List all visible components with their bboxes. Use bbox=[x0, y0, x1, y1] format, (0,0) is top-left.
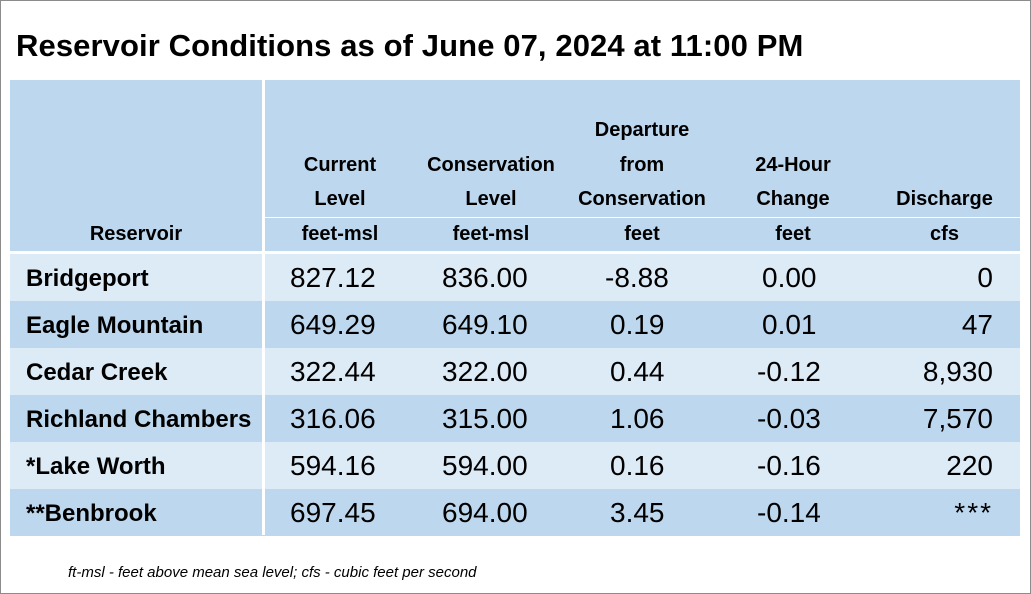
departure-value: 3.45 bbox=[610, 497, 665, 528]
header-line: Level bbox=[465, 188, 517, 210]
footnote: ft-msl - feet above mean sea level; cfs … bbox=[68, 564, 477, 581]
table-row: *Lake Worth 594.16 594.00 0.16 -0.16 220 bbox=[10, 442, 1020, 489]
reservoir-name: Bridgeport bbox=[26, 265, 149, 292]
header-line: Departure bbox=[594, 119, 690, 141]
table-row: Eagle Mountain 649.29 649.10 0.19 0.01 4… bbox=[10, 301, 1020, 348]
header-line: feet bbox=[624, 222, 660, 245]
header-reservoir-text: Reservoir bbox=[10, 217, 262, 252]
header-line: Reservoir bbox=[89, 222, 183, 245]
table-row: Richland Chambers 316.06 315.00 1.06 -0.… bbox=[10, 395, 1020, 442]
header-line: feet-msl bbox=[301, 222, 379, 245]
reservoir-name: **Benbrook bbox=[26, 500, 157, 527]
current-level-value: 594.16 bbox=[290, 450, 376, 481]
header-line: Change bbox=[756, 188, 830, 210]
header-line: feet-msl bbox=[452, 222, 530, 245]
change-value: 0.01 bbox=[762, 309, 817, 340]
table-row: Bridgeport 827.12 836.00 -8.88 0.00 0 bbox=[10, 254, 1020, 301]
reservoir-name: *Lake Worth bbox=[26, 453, 166, 480]
conservation-level-value: 315.00 bbox=[442, 403, 528, 434]
departure-value: 0.16 bbox=[610, 450, 665, 481]
current-level-value: 827.12 bbox=[290, 262, 376, 293]
table-row: Cedar Creek 322.44 322.00 0.44 -0.12 8,9… bbox=[10, 348, 1020, 395]
change-value: -0.14 bbox=[757, 497, 821, 528]
discharge-value: 220 bbox=[946, 450, 993, 481]
header-discharge: Discharge cfs bbox=[869, 80, 1020, 251]
departure-value: 0.19 bbox=[610, 309, 665, 340]
conservation-level-value: 322.00 bbox=[442, 356, 528, 387]
header-24hour-change-text: 24-Hour Change feet bbox=[717, 148, 869, 252]
header-line: Discharge bbox=[896, 188, 993, 210]
departure-value: 1.06 bbox=[610, 403, 665, 434]
discharge-value: 7,570 bbox=[922, 403, 993, 434]
page-title: Reservoir Conditions as of June 07, 2024… bbox=[16, 28, 804, 63]
reservoir-name: Richland Chambers bbox=[26, 406, 252, 433]
current-level-value: 322.44 bbox=[290, 356, 376, 387]
header-departure-text: Departure from Conservation feet bbox=[567, 113, 717, 251]
table-row: **Benbrook 697.45 694.00 3.45 -0.14 *** bbox=[10, 489, 1020, 536]
departure-value: 0.44 bbox=[610, 356, 665, 387]
discharge-value: 47 bbox=[961, 309, 993, 340]
header-line: Current bbox=[303, 153, 377, 176]
row-divider bbox=[10, 251, 1020, 254]
discharge-value: *** bbox=[954, 497, 993, 528]
change-value: 0.00 bbox=[762, 262, 817, 293]
current-level-value: 316.06 bbox=[290, 403, 376, 434]
header-line: cfs bbox=[930, 222, 959, 245]
change-value: -0.03 bbox=[757, 403, 821, 434]
change-value: -0.16 bbox=[757, 450, 821, 481]
discharge-value: 0 bbox=[977, 262, 993, 293]
header-discharge-text: Discharge cfs bbox=[869, 182, 1020, 251]
header-current-level-text: Current Level feet-msl bbox=[265, 148, 415, 252]
header-line: Conservation bbox=[578, 188, 706, 210]
reservoir-name: Cedar Creek bbox=[26, 359, 168, 386]
reservoir-name: Eagle Mountain bbox=[26, 312, 204, 339]
column-divider bbox=[262, 80, 265, 535]
conservation-level-value: 649.10 bbox=[442, 309, 528, 340]
conservation-level-value: 694.00 bbox=[442, 497, 528, 528]
header-conservation-level: Conservation Level feet-msl bbox=[415, 80, 567, 251]
header-line: from bbox=[619, 153, 665, 176]
header-line: feet bbox=[775, 222, 811, 245]
header-conservation-level-text: Conservation Level feet-msl bbox=[415, 148, 567, 252]
current-level-value: 649.29 bbox=[290, 309, 376, 340]
departure-value: -8.88 bbox=[605, 262, 669, 293]
change-value: -0.12 bbox=[757, 356, 821, 387]
header-current-level: Current Level feet-msl bbox=[265, 80, 415, 251]
header-departure: Departure from Conservation feet bbox=[567, 80, 717, 251]
conservation-level-value: 836.00 bbox=[442, 262, 528, 293]
discharge-value: 8,930 bbox=[922, 356, 993, 387]
header-24hour-change: 24-Hour Change feet bbox=[717, 80, 869, 251]
header-line: Level bbox=[314, 188, 366, 210]
header-reservoir: Reservoir bbox=[10, 80, 262, 251]
current-level-value: 697.45 bbox=[290, 497, 376, 528]
header-line: 24-Hour bbox=[755, 153, 831, 176]
conservation-level-value: 594.00 bbox=[442, 450, 528, 481]
header-line: Conservation bbox=[427, 153, 555, 176]
header-unit-divider bbox=[265, 217, 1020, 218]
